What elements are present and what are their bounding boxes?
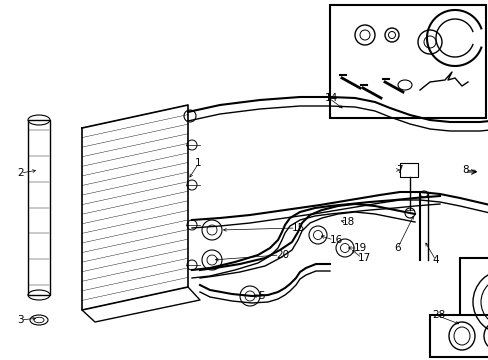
Bar xyxy=(459,258,488,346)
Text: 4: 4 xyxy=(431,255,438,265)
Text: 2: 2 xyxy=(17,168,23,178)
Text: 8: 8 xyxy=(461,165,468,175)
Text: 16: 16 xyxy=(329,235,343,245)
Text: 15: 15 xyxy=(291,223,305,233)
Bar xyxy=(429,315,488,357)
Text: 17: 17 xyxy=(357,253,370,263)
Text: 28: 28 xyxy=(431,310,445,320)
Text: 18: 18 xyxy=(341,217,354,227)
Text: 6: 6 xyxy=(393,243,400,253)
Bar xyxy=(399,163,417,177)
Text: 5: 5 xyxy=(258,291,264,301)
Text: 19: 19 xyxy=(353,243,366,253)
Bar xyxy=(329,5,485,118)
Bar xyxy=(28,120,50,295)
Text: 14: 14 xyxy=(325,93,338,103)
Text: 1: 1 xyxy=(195,158,201,168)
Text: 20: 20 xyxy=(275,250,288,260)
Text: 3: 3 xyxy=(17,315,23,325)
Text: 7: 7 xyxy=(395,165,402,175)
